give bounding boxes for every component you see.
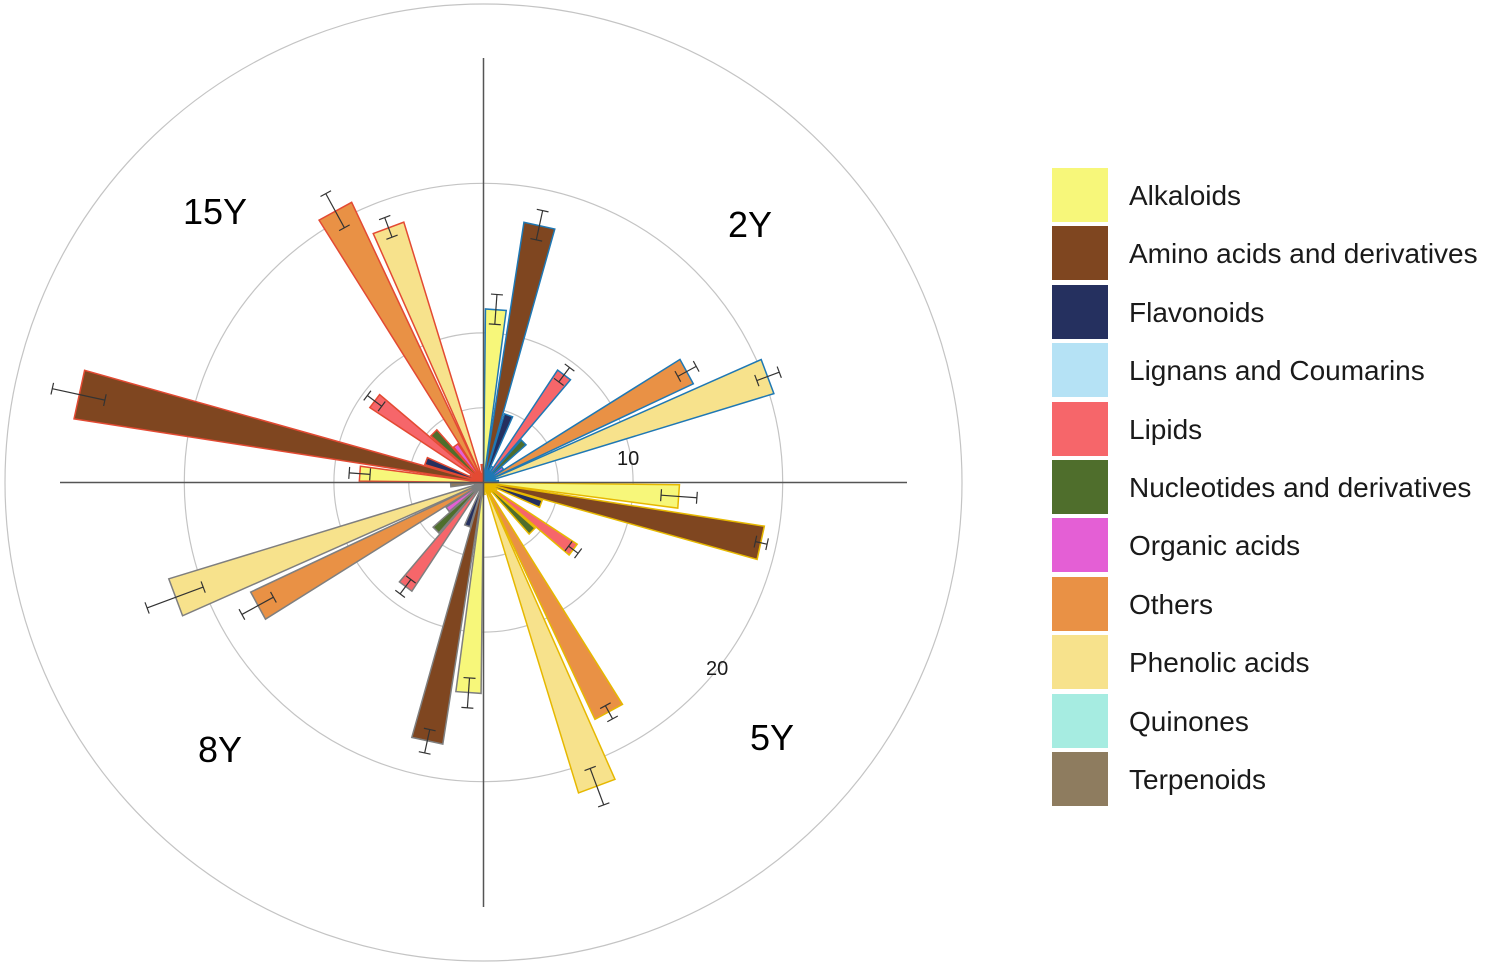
error-bar-2y-amino-acids-and-derivatives: [530, 208, 549, 242]
axes: [60, 58, 907, 907]
legend-label: Others: [1129, 588, 1214, 620]
legend-swatch: [1052, 460, 1108, 514]
error-bar-2y-lipids: [553, 363, 575, 386]
bar-8y-flavonoids: [463, 482, 485, 528]
legend-swatch: [1052, 226, 1108, 281]
error-bar-5y-phenolic-acids: [584, 765, 610, 808]
error-bar-15y-lipids: [363, 390, 386, 412]
error-bar-2y-phenolic-acids: [754, 366, 782, 387]
legend-label: Lipids: [1129, 413, 1203, 445]
legend-label: Quinones: [1129, 705, 1249, 737]
legend-label: Amino acids and derivatives: [1129, 238, 1478, 270]
error-bar-8y-lipids: [394, 575, 417, 598]
error-bar-8y-amino-acids-and-derivatives: [418, 727, 436, 755]
legend-swatch: [1052, 576, 1108, 631]
legend-label: Alkaloids: [1129, 180, 1242, 211]
tick-label-20: 20: [706, 658, 728, 680]
legend-swatch: [1052, 518, 1108, 573]
error-bar-8y-others: [238, 591, 277, 620]
error-bar-8y-phenolic-acids: [144, 581, 206, 614]
legend-label: Flavonoids: [1129, 296, 1265, 328]
bar-15y-nucleotides-and-derivatives: [429, 428, 485, 484]
group-label-2y: 2Y: [728, 204, 772, 245]
error-bar-15y-others: [320, 190, 350, 232]
legend-swatch: [1052, 168, 1108, 222]
bar-5y-flavonoids: [483, 481, 544, 509]
error-bar-8y-alkaloids: [461, 676, 476, 709]
error-bar-2y-alkaloids: [488, 293, 503, 326]
bar-8y-nucleotides-and-derivatives: [432, 481, 485, 534]
legend-label: Organic acids: [1129, 530, 1301, 562]
legend-swatch: [1052, 693, 1108, 748]
bar-15y-flavonoids: [423, 456, 484, 484]
error-bar-5y-amino-acids-and-derivatives: [753, 535, 769, 551]
error-bar-5y-others: [599, 702, 619, 723]
error-bar-15y-phenolic-acids: [378, 214, 398, 240]
error-bar-5y-lipids: [564, 540, 583, 559]
error-bar-5y-alkaloids: [660, 489, 698, 504]
legend-label: Nucleotides and derivatives: [1129, 472, 1472, 503]
group-label-15y: 15Y: [183, 191, 247, 232]
legend-swatch: [1052, 401, 1108, 456]
legend-swatch: [1052, 343, 1108, 398]
grid-circle-outer: [4, 3, 963, 962]
bar-2y-nucleotides-and-derivatives: [482, 438, 528, 484]
legend-label: Phenolic acids: [1129, 647, 1310, 679]
legend-swatch: [1052, 284, 1108, 339]
tick-label-10: 10: [617, 448, 639, 470]
bar-15y-amino-acids-and-derivatives: [73, 369, 484, 484]
error-bar-15y-alkaloids: [348, 466, 372, 481]
legend-label: Lignans and Coumarins: [1129, 355, 1425, 387]
polar-bar-chart: 10 20 2Y 5Y 8Y 15Y: [4, 3, 963, 962]
bar-5y-nucleotides-and-derivatives: [482, 481, 537, 536]
group-label-8y: 8Y: [198, 729, 242, 770]
bars-layer: [73, 201, 775, 794]
group-label-5y: 5Y: [750, 717, 794, 758]
error-bar-2y-others: [674, 360, 700, 382]
legend-swatch: [1052, 635, 1108, 690]
legend-swatch: [1052, 752, 1108, 806]
legend-label: Terpenoids: [1129, 764, 1266, 795]
error-bars-layer: [50, 190, 782, 808]
error-bar-15y-amino-acids-and-derivatives: [50, 382, 107, 407]
